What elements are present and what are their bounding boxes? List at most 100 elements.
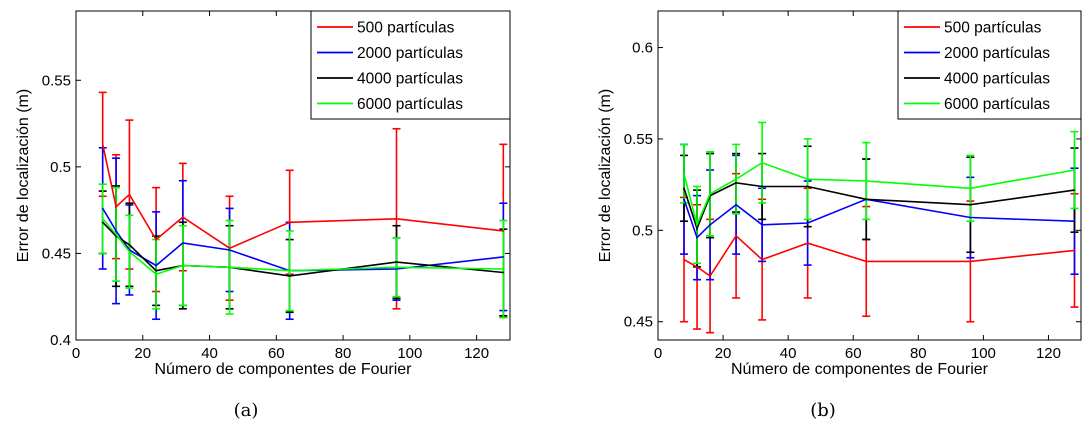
series-line: [101, 144, 504, 250]
data-point: [865, 180, 868, 182]
y-axis-label: Error de localización (m): [597, 89, 614, 262]
data-point: [696, 266, 698, 268]
x-tick-label: 60: [268, 345, 285, 362]
data-point: [288, 275, 291, 277]
legend-label: 500 partículas: [357, 20, 455, 37]
data-point: [683, 198, 685, 201]
series-line: [683, 198, 1075, 240]
data-point: [969, 216, 972, 219]
series-line: [683, 161, 1075, 228]
data-point: [696, 227, 698, 230]
series-line: [102, 207, 504, 272]
y-tick-label: 0.55: [42, 72, 71, 89]
legend-label: 500 partículas: [944, 20, 1042, 37]
data-point: [761, 224, 763, 226]
y-tick-label: 0.4: [50, 332, 71, 349]
data-point: [761, 185, 763, 188]
data-point: [865, 260, 868, 263]
data-point: [696, 236, 698, 239]
data-point: [735, 178, 737, 180]
legend-label: 4000 partículas: [944, 71, 1050, 88]
data-point: [228, 247, 231, 250]
x-tick-label: 60: [845, 345, 862, 362]
data-point: [228, 249, 231, 251]
y-tick-label: 0.5: [632, 222, 653, 239]
y-axis-label: Error de localización (m): [15, 89, 32, 262]
x-axis-label: Número de componentes de Fourier: [154, 361, 412, 378]
data-point: [1073, 220, 1076, 222]
data-point: [228, 266, 231, 269]
x-tick-label: 0: [72, 345, 80, 362]
legend: 500 partículas 2000 partículas 4000 partíc…: [310, 10, 511, 120]
data-point: [969, 203, 972, 206]
x-tick-label: 80: [910, 345, 927, 362]
legend-label: 2000 partículas: [357, 45, 463, 62]
data-point: [101, 221, 104, 224]
x-axis-label: Número de componentes de Fourier: [731, 361, 989, 378]
data-point: [806, 178, 809, 180]
panel-caption: (b): [810, 400, 836, 421]
series-line: [683, 234, 1075, 278]
data-point: [735, 235, 737, 237]
plot-frame: [657, 10, 1082, 341]
data-point: [182, 264, 184, 267]
y-tick-label: 0.45: [42, 245, 71, 262]
data-point: [761, 258, 763, 261]
legend-box: [897, 10, 1082, 120]
data-point: [1073, 169, 1076, 171]
data-point: [115, 205, 117, 208]
data-point: [1073, 249, 1076, 252]
x-tick-label: 120: [1036, 345, 1061, 362]
series-1: [98, 91, 508, 319]
data-point: [969, 187, 972, 190]
x-tick-label: 100: [971, 345, 996, 362]
chart-panel-1: 0 20 40 60 80 100 120 0.4 0.45 0.5 0.55 Número de c…: [15, 10, 511, 421]
series-line: [683, 181, 1075, 231]
legend-label: 6000 partículas: [944, 96, 1050, 113]
x-tick-label: 20: [715, 345, 732, 362]
data-point: [806, 242, 809, 244]
data-point: [395, 261, 398, 263]
data-point: [709, 275, 711, 277]
data-point: [502, 256, 505, 258]
panel-caption: (a): [234, 400, 259, 421]
legend-label: 4000 partículas: [357, 71, 463, 88]
data-point: [101, 217, 104, 220]
data-point: [395, 268, 398, 270]
x-tick-label: 80: [335, 345, 352, 362]
data-point: [395, 217, 398, 220]
data-point: [1073, 189, 1076, 191]
data-point: [182, 216, 184, 218]
series-4: [98, 183, 508, 319]
series-4: [680, 121, 1079, 265]
data-point: [806, 185, 809, 188]
data-point: [155, 269, 157, 272]
x-tick-label: 100: [397, 345, 422, 362]
data-point: [115, 233, 117, 236]
data-point: [761, 161, 763, 164]
data-point: [696, 224, 698, 226]
data-point: [288, 269, 291, 272]
data-point: [288, 221, 291, 224]
chart-panel-2: 0 20 40 60 80 100 120 0.45 0.5 0.55 0.6 Número de c…: [597, 10, 1082, 421]
data-point: [683, 258, 685, 261]
data-point: [735, 182, 737, 184]
data-point: [395, 266, 398, 269]
data-point: [502, 230, 505, 232]
y-tick-label: 0.5: [50, 159, 71, 176]
data-point: [155, 238, 157, 241]
data-point: [502, 271, 505, 274]
data-point: [502, 268, 505, 270]
x-tick-label: 40: [780, 345, 797, 362]
data-point: [683, 172, 685, 175]
data-point: [735, 203, 737, 206]
data-point: [806, 222, 809, 224]
data-point: [101, 143, 104, 146]
data-point: [865, 198, 868, 201]
y-tick-label: 0.55: [624, 131, 653, 148]
data-point: [128, 250, 131, 253]
x-tick-label: 0: [654, 345, 662, 362]
data-point: [128, 243, 131, 246]
series-3: [98, 185, 508, 317]
